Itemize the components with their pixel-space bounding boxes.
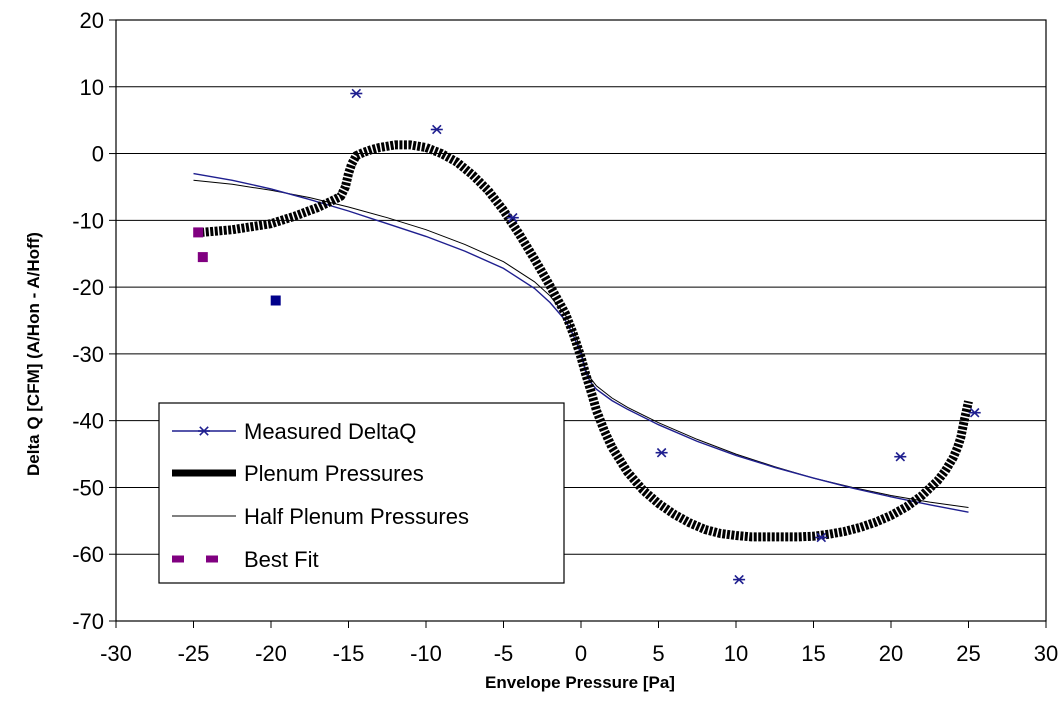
legend-label-plenum: Plenum Pressures	[244, 461, 424, 486]
legend-label-half-plenum: Half Plenum Pressures	[244, 504, 469, 529]
legend: Measured DeltaQ Plenum Pressures Half Pl…	[158, 402, 565, 584]
x-tick-label: 15	[801, 641, 825, 666]
x-axis-ticks: -30 -25 -20 -15 -10 -5 0 5 10 15 20 25 30	[100, 621, 1058, 666]
star-stroke	[816, 532, 827, 543]
series-layer	[193, 88, 981, 585]
star-stroke	[508, 212, 518, 223]
y-tick-label: -70	[72, 609, 104, 634]
x-tick-label: 5	[652, 641, 664, 666]
star-stroke	[969, 407, 980, 418]
series-line-measured	[193, 172, 969, 513]
data-point-measured	[430, 124, 443, 135]
legend-entry-half-plenum: Half Plenum Pressures	[172, 504, 469, 529]
legend-label-best-fit: Best Fit	[244, 547, 319, 572]
y-axis-title: Delta Q [CFM] (A/Hon - A/Hoff)	[24, 232, 43, 476]
star-stroke	[351, 88, 362, 99]
star-stroke	[895, 451, 906, 462]
legend-entry-best-fit: Best Fit	[172, 547, 319, 572]
star-stroke	[432, 124, 442, 135]
legend-star-marker	[198, 426, 210, 436]
y-tick-label: 0	[92, 142, 104, 167]
data-point-square	[270, 295, 281, 306]
y-tick-label: -10	[72, 208, 104, 233]
x-tick-label: -10	[410, 641, 442, 666]
data-point-measured	[733, 574, 746, 585]
star-stroke	[656, 447, 667, 458]
x-tick-label: 30	[1034, 641, 1058, 666]
y-axis-ticks: 20 10 0 -10 -20 -30 -40 -50 -60 -70	[72, 8, 116, 634]
x-tick-label: 25	[956, 641, 980, 666]
y-tick-label: -20	[72, 275, 104, 300]
legend-entry-measured: Measured DeltaQ	[172, 419, 416, 444]
y-tick-label: 20	[80, 8, 104, 33]
x-tick-label: -30	[100, 641, 132, 666]
data-point-measured	[506, 212, 519, 223]
y-tick-label: -60	[72, 542, 104, 567]
legend-entry-plenum: Plenum Pressures	[172, 461, 424, 486]
star-stroke	[734, 574, 744, 585]
legend-label-measured: Measured DeltaQ	[244, 419, 416, 444]
x-tick-label: 20	[879, 641, 903, 666]
data-point-measured	[350, 88, 363, 99]
x-tick-label: -5	[494, 641, 514, 666]
x-tick-label: 0	[575, 641, 587, 666]
y-tick-label: -40	[72, 409, 104, 434]
y-tick-label: -30	[72, 342, 104, 367]
data-point-best-fit	[197, 252, 208, 263]
y-tick-label: 10	[80, 75, 104, 100]
data-point-measured	[815, 532, 828, 543]
data-point-measured	[894, 451, 907, 462]
data-point-measured	[968, 407, 981, 418]
data-point-best-fit	[193, 227, 204, 238]
series-line-plenum	[200, 140, 973, 542]
legend-box	[158, 402, 565, 584]
x-tick-label: -15	[333, 641, 365, 666]
data-point-measured	[655, 447, 668, 458]
x-tick-label: 10	[724, 641, 748, 666]
x-tick-label: -20	[255, 641, 287, 666]
x-axis-title: Envelope Pressure [Pa]	[485, 673, 675, 692]
y-tick-label: -50	[72, 475, 104, 500]
x-tick-label: -25	[178, 641, 210, 666]
